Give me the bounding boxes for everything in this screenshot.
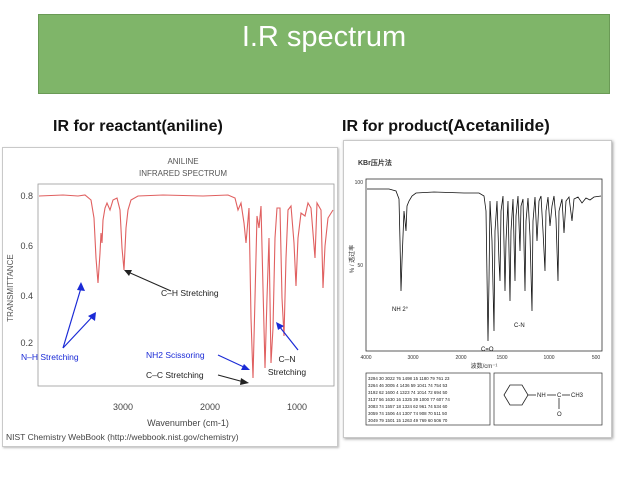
nh2-arrowhead [241, 364, 250, 370]
aniline-ytick-0.8: 0.8 [20, 191, 33, 201]
acet-nh-label: NH 2° [392, 307, 409, 313]
acet-co-label: C=O [481, 347, 494, 353]
ch-arrow [127, 271, 172, 292]
product-caption-prefix: IR for product [342, 118, 448, 135]
nh-arrowhead-1 [77, 282, 85, 291]
cn-arrow [278, 325, 299, 351]
slide-title: I.R spectrum [241, 21, 407, 53]
cn-arrowhead [276, 322, 284, 330]
product-caption: IR for product(Acetanilide) [342, 116, 550, 136]
acet-xtick-4000: 4000 [360, 355, 371, 361]
acet-table-row: 3264 46 3005 4 1436 59 1041 74 754 53 [368, 383, 448, 388]
cc-stretching-label: C–C Stretching [146, 370, 204, 380]
acet-structure-box [493, 372, 603, 426]
acet-xtick-2000: 2000 [455, 355, 466, 361]
nh-arrow-1 [62, 287, 82, 349]
structure-o: O [557, 412, 562, 418]
nh-arrow-2 [62, 315, 94, 349]
structure-c: C [557, 393, 562, 399]
ch-arrowhead [124, 270, 132, 276]
acet-cn-label: C-N [514, 323, 525, 329]
kbr-header: KBr压片法 [358, 158, 392, 167]
cc-arrow [217, 374, 245, 383]
aniline-ytick-0.4: 0.4 [20, 291, 33, 301]
nist-source-text: NIST Chemistry WebBook (http://webbook.n… [6, 432, 239, 442]
aniline-ytick-0.2: 0.2 [20, 338, 33, 348]
benzene-ring-icon [503, 384, 529, 406]
acet-table-row: 3137 56 1630 16 1325 39 1000 77 607 74 [368, 397, 450, 402]
aniline-spectrum-trace [38, 194, 334, 379]
aniline-xtick-1000: 1000 [287, 402, 307, 412]
aniline-subtitle: INFRARED SPECTRUM [139, 169, 227, 178]
acet-table-row: 3049 79 1501 15 1263 49 769 60 506 70 [368, 418, 448, 423]
aniline-spectrum-svg: ANILINE INFRARED SPECTRUM 0.8 0.6 0.4 0.… [6, 157, 335, 442]
acetanilide-spectrum-trace [367, 188, 602, 342]
reactant-caption: IR for reactant(aniline) [53, 118, 223, 135]
acet-ytick-50: 50 [357, 263, 363, 269]
aniline-title: ANILINE [167, 157, 198, 166]
acet-table-row: 3294 30 3022 76 1498 15 1180 79 761 23 [368, 376, 450, 381]
product-caption-name: (Acetanilide) [447, 116, 550, 135]
aniline-ylabel: TRANSMITTANCE [6, 254, 15, 321]
acetanilide-plot-frame [365, 178, 603, 352]
acet-ylabel: % / 透过率 [348, 245, 356, 273]
cc-arrowhead [240, 378, 249, 385]
structure-nh: NH [537, 393, 546, 399]
acet-ytick-100: 100 [355, 180, 364, 186]
acetanilide-spectrum-image: KBr压片法 100 50 % / 透过率 4000 3000 2000 150… [343, 140, 612, 438]
acet-xlabel: 波数/cm⁻¹ [471, 362, 498, 370]
acet-peak-table [365, 372, 491, 426]
acet-xtick-1500: 1500 [496, 355, 507, 361]
aniline-spectrum-image: ANILINE INFRARED SPECTRUM 0.8 0.6 0.4 0.… [2, 147, 338, 447]
structure-ch3: CH3 [571, 393, 584, 399]
nh-arrowhead-2 [88, 312, 96, 321]
aniline-xtick-3000: 3000 [113, 402, 133, 412]
acet-table-row: 3059 74 1506 44 1307 74 908 70 511 50 [368, 411, 448, 416]
cn-label-line2: Stretching [268, 367, 307, 377]
nh2-arrow [217, 354, 247, 369]
aniline-xtick-2000: 2000 [200, 402, 220, 412]
cn-label-line1: C–N [278, 354, 295, 364]
acet-xtick-500: 500 [592, 355, 601, 361]
aniline-ytick-0.6: 0.6 [20, 241, 33, 251]
acetanilide-spectrum-svg: KBr压片法 100 50 % / 透过率 4000 3000 2000 150… [348, 158, 603, 426]
slide-title-bar: I.R spectrum [38, 14, 610, 94]
acet-table-row: 3083 74 1557 18 1324 62 961 74 534 60 [368, 404, 448, 409]
acet-xtick-3000: 3000 [407, 355, 418, 361]
aniline-plot-frame [37, 183, 335, 387]
ch-stretching-label: C–H Stretching [161, 288, 219, 298]
nh-stretching-label: N–H Stretching [21, 352, 79, 362]
nh2-scissoring-label: NH2 Scissoring [146, 350, 205, 360]
acet-xtick-1000: 1000 [543, 355, 554, 361]
acet-table-row: 3192 62 1600 4 1323 74 1014 72 694 50 [368, 390, 448, 395]
aniline-xlabel: Wavenumber (cm-1) [147, 418, 229, 428]
